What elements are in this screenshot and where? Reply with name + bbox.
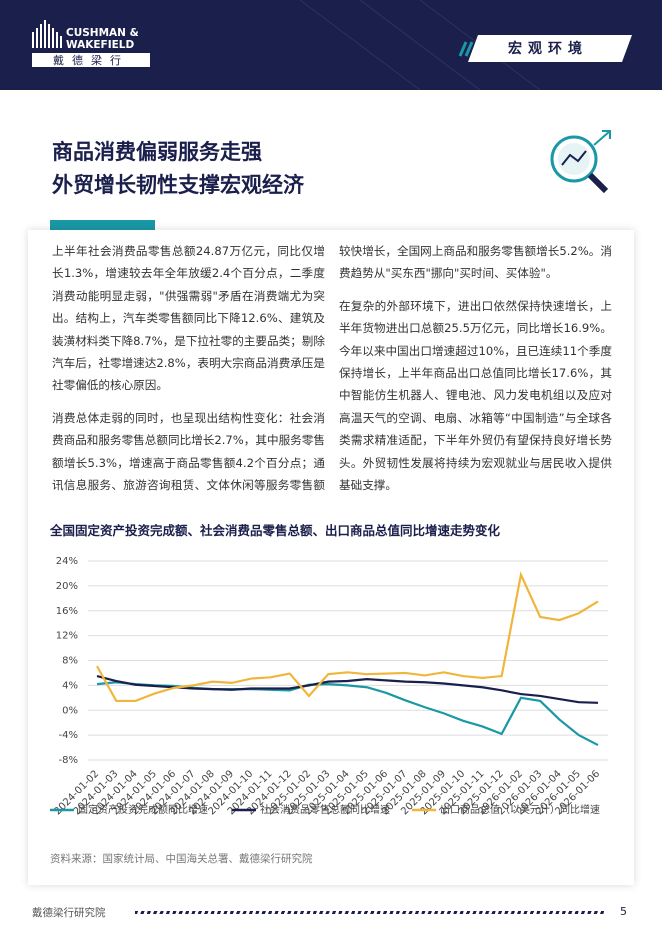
y-tick-label: 0% <box>62 705 78 716</box>
legend-label: 社会消费品零售总额同比增速 <box>260 803 390 816</box>
legend-label: 出口商品总值（以美元计）同比增速 <box>440 803 600 816</box>
body-text: 上半年社会消费品零售总额24.87万亿元，同比仅增长1.3%，增速较去年全年放缓… <box>52 240 612 518</box>
y-tick-label: 8% <box>62 656 78 667</box>
logo-line2: WAKEFIELD <box>66 39 134 51</box>
paragraph: 消费总体走弱的同时，也呈现出结构性变化：社会消费商品和服务零售总额同比增长2.7… <box>52 244 612 493</box>
chart: -8%-4%0%4%8%12%16%20%24%2024-01-022024-0… <box>50 556 608 817</box>
y-tick-label: -4% <box>59 730 78 741</box>
series-line <box>96 681 599 747</box>
logo-line1: CUSHMAN & <box>66 27 139 39</box>
header-art: CUSHMAN & WAKEFIELD 戴德梁行 宏观环境 <box>32 0 632 91</box>
y-tick-label: 20% <box>56 581 78 592</box>
source: 资料来源：国家统计局、中国海关总署、戴德梁行研究院 <box>50 853 313 865</box>
footer-publisher: 戴德梁行研究院 <box>32 907 106 919</box>
y-tick-label: 12% <box>56 631 78 642</box>
page-number: 5 <box>620 905 627 918</box>
paragraph: 在复杂的外部环境下，进出口依然保持快速增长，上半年货物进出口总额25.5万亿元，… <box>339 298 612 493</box>
y-tick-label: 16% <box>56 606 78 617</box>
icon <box>550 130 611 194</box>
accent-bar <box>50 220 155 230</box>
series-line <box>96 571 599 703</box>
chart-title: 全国固定资产投资完成额、社会消费品零售总额、出口商品总值同比增速走势变化 <box>50 523 501 538</box>
footer-dashes <box>135 911 605 914</box>
card <box>28 230 634 885</box>
logo-cn: 戴德梁行 <box>53 53 129 67</box>
title-line: 外贸增长韧性支撑宏观经济 <box>52 173 304 197</box>
paragraph: 上半年社会消费品零售总额24.87万亿元，同比仅增长1.3%，增速较去年全年放缓… <box>52 244 325 393</box>
title: 商品消费偏弱服务走强 外贸增长韧性支撑宏观经济 <box>52 136 304 202</box>
y-tick-label: 4% <box>62 680 78 691</box>
header: CUSHMAN & WAKEFIELD 戴德梁行 宏观环境 <box>0 0 662 91</box>
y-tick-label: 24% <box>56 556 78 567</box>
y-tick-label: -8% <box>59 755 78 766</box>
legend-label: 固定资产投资完成额同比增速 <box>78 803 208 816</box>
title-line: 商品消费偏弱服务走强 <box>52 140 262 164</box>
section-tag: 宏观环境 <box>508 40 588 57</box>
